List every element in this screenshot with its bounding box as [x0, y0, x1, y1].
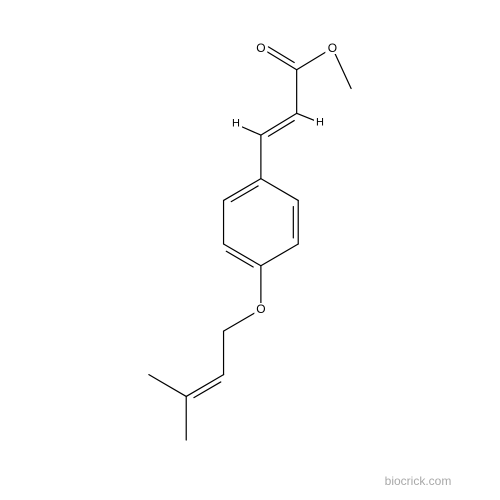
molecule-svg [0, 0, 500, 500]
atom-label-o13: O [254, 303, 267, 315]
atom-label-o1: O [254, 42, 267, 54]
atom-label-h5: H [314, 117, 326, 128]
molecule-canvas: O O O H H biocrick.com [0, 0, 500, 500]
atom-label-o2: O [326, 42, 339, 54]
atom-label-h6: H [230, 119, 242, 130]
watermark-text: biocrick.com [385, 474, 452, 488]
